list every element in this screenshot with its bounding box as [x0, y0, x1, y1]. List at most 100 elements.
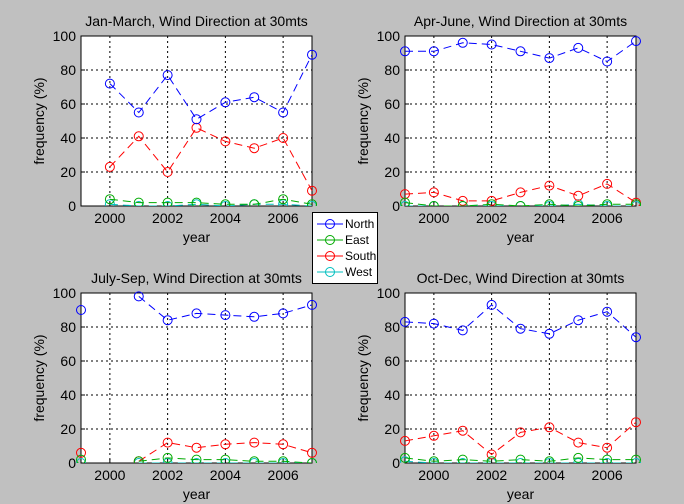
x-tick-label: 2000 [94, 210, 125, 226]
data-point [400, 46, 410, 57]
data-point [400, 197, 410, 206]
data-point [220, 439, 231, 450]
legend-marker [317, 267, 343, 277]
data-point [220, 201, 231, 206]
y-tick-label: 20 [60, 421, 76, 437]
data-point [76, 305, 86, 315]
x-tick-label: 2002 [476, 467, 507, 483]
legend-label: West [345, 265, 373, 279]
data-point [457, 37, 468, 48]
y-axis-label: frequency (%) [31, 334, 47, 421]
series-line [109, 54, 313, 120]
data-point [573, 458, 584, 463]
y-axis-label: frequency (%) [31, 77, 47, 164]
data-point [400, 201, 410, 206]
data-point [191, 308, 202, 319]
data-point [544, 180, 555, 191]
data-point [307, 299, 317, 310]
data-point [515, 201, 526, 206]
series-south [400, 417, 641, 460]
data-point [133, 131, 144, 142]
series-line [404, 183, 637, 204]
y-tick-label: 80 [384, 62, 400, 78]
plot-area [81, 36, 312, 206]
series-line [138, 457, 313, 463]
data-point [544, 422, 555, 433]
data-point [278, 456, 289, 463]
legend-marker [317, 219, 343, 229]
data-point [631, 454, 641, 463]
chart-title: July-Sep, Wind Direction at 30mts [91, 270, 302, 286]
legend-item-north: North [313, 216, 379, 232]
data-point [278, 439, 289, 450]
data-point [191, 197, 202, 206]
series-east [400, 452, 641, 463]
x-tick-label: 2004 [210, 210, 241, 226]
data-point [278, 194, 289, 205]
data-point [602, 178, 613, 189]
data-point [486, 456, 497, 463]
data-point [457, 454, 468, 463]
chart-title: Oct-Dec, Wind Direction at 30mts [417, 270, 625, 286]
x-tick-label: 2006 [592, 467, 623, 483]
data-point [104, 199, 115, 206]
data-point [104, 161, 115, 172]
x-tick-label: 2004 [534, 467, 565, 483]
data-point [400, 456, 410, 463]
data-point [220, 97, 231, 108]
data-point [220, 458, 231, 463]
data-point [249, 458, 260, 463]
y-tick-label: 0 [68, 455, 76, 471]
data-point [400, 452, 410, 463]
data-point [278, 458, 289, 463]
data-point [515, 187, 526, 198]
data-point [249, 92, 260, 103]
data-point [428, 456, 439, 463]
y-tick-label: 20 [384, 421, 400, 437]
data-point [191, 454, 202, 463]
y-tick-label: 40 [384, 387, 400, 403]
data-point [486, 201, 497, 206]
data-point [104, 194, 115, 205]
y-tick-label: 20 [60, 164, 76, 180]
series-east [104, 194, 317, 206]
data-point [573, 201, 584, 206]
x-tick-label: 2002 [152, 210, 183, 226]
x-tick-label: 2000 [94, 467, 125, 483]
y-tick-label: 80 [384, 319, 400, 335]
subplot-4: 2000 2002 2004 2006 0 20 40 60 80 100 Oct-Dec, Win… [355, 270, 641, 502]
data-point [457, 195, 468, 206]
legend-item-east: East [313, 232, 379, 248]
legend-marker [317, 251, 343, 261]
series-east [400, 197, 641, 206]
y-tick-label: 0 [392, 198, 400, 214]
series-east [76, 452, 317, 463]
plot-area [405, 293, 636, 463]
axes-frame [404, 35, 637, 207]
data-point [278, 308, 289, 319]
series-south [104, 122, 317, 196]
x-tick-label: 2006 [592, 210, 623, 226]
series-north [76, 291, 317, 326]
data-point [544, 328, 555, 339]
legend-item-south: South [313, 248, 379, 264]
data-point [631, 199, 641, 206]
y-tick-label: 100 [377, 28, 401, 44]
subplot-2: 2000 2002 2004 2006 0 20 40 60 80 100 Apr-June, Wi… [355, 13, 641, 245]
data-point [602, 442, 613, 453]
data-point [631, 36, 641, 47]
data-point [428, 187, 439, 198]
data-point [133, 291, 144, 302]
x-tick-label: 2004 [534, 210, 565, 226]
data-point [544, 199, 555, 206]
series-north [104, 49, 317, 125]
y-tick-label: 40 [60, 130, 76, 146]
y-tick-label: 40 [60, 387, 76, 403]
series-line [405, 40, 637, 63]
y-tick-label: 60 [384, 353, 400, 369]
data-point [515, 454, 526, 463]
data-point [162, 70, 173, 81]
data-point [602, 454, 613, 463]
data-point [602, 56, 613, 67]
data-point [486, 39, 497, 50]
